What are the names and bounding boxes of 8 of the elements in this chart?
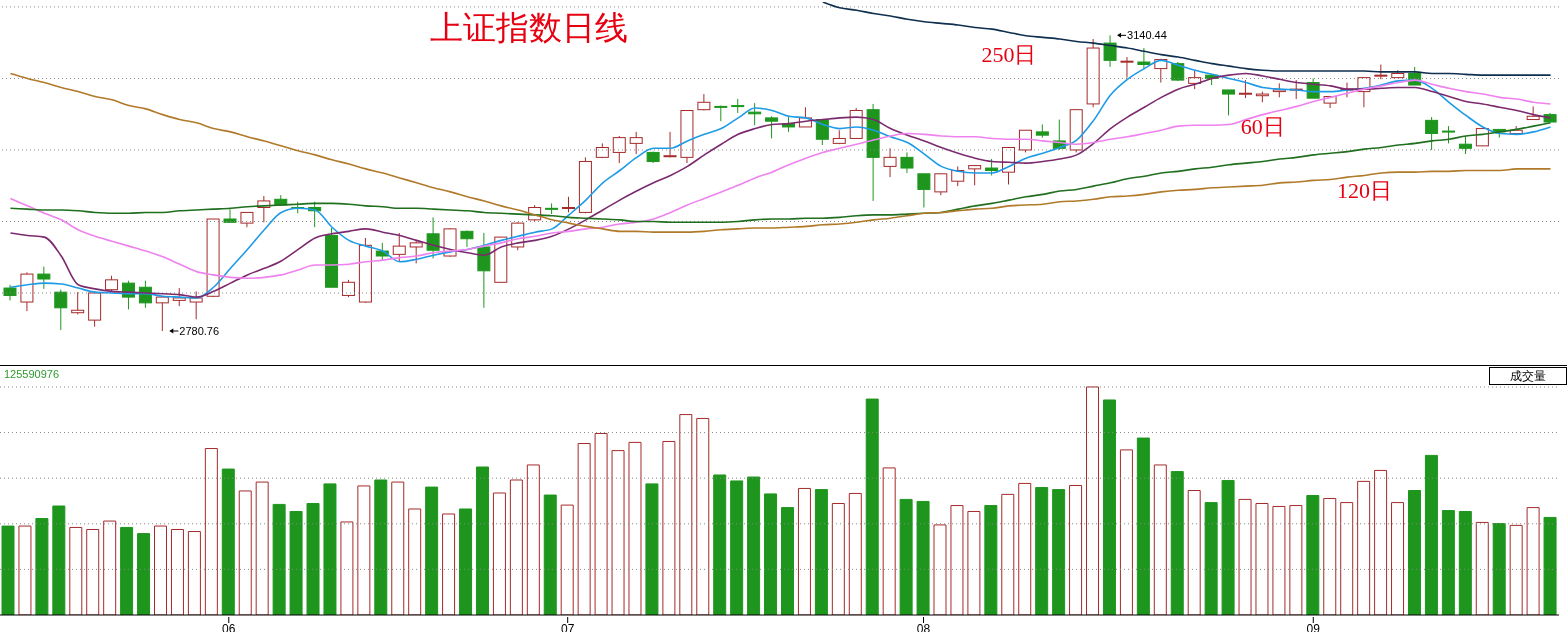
annotation: 2780.76	[179, 324, 220, 337]
text: 125590976	[4, 368, 60, 380]
annotation: 3140.44	[1127, 29, 1167, 42]
series-label: 120日	[1336, 178, 1392, 204]
series-label: 250日	[981, 42, 1037, 68]
chart-title: 上证指数日线	[430, 10, 628, 46]
series-label: 60日	[1240, 113, 1285, 139]
text: 成交量	[1489, 367, 1567, 385]
